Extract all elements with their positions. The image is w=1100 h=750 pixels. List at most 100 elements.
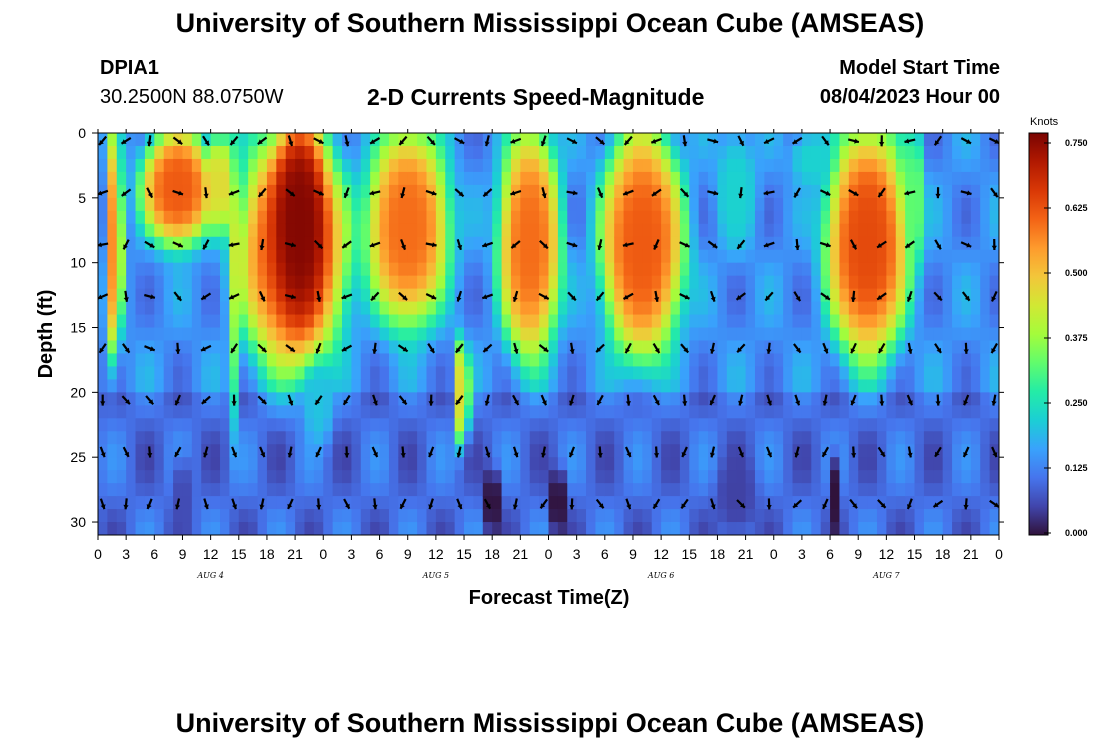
current-arrow: [934, 239, 942, 250]
heat-cell: [576, 405, 587, 419]
heat-cell: [238, 457, 249, 471]
heat-cell: [914, 470, 925, 484]
heat-cell: [163, 249, 174, 264]
heat-cell: [886, 327, 897, 342]
heat-cell: [773, 392, 784, 406]
heat-cell: [595, 275, 606, 290]
heat-cell: [323, 470, 334, 484]
heat-cell: [360, 470, 371, 484]
heat-cell: [670, 184, 681, 199]
heat-cell: [923, 133, 934, 147]
heat-cell: [876, 431, 887, 445]
heat-cell: [679, 379, 690, 393]
heat-cell: [426, 522, 437, 535]
heat-cell: [276, 133, 287, 147]
heat-cell: [379, 223, 390, 238]
heat-cell: [342, 223, 353, 238]
heat-cell: [304, 353, 315, 368]
heat-cell: [698, 249, 709, 264]
heat-cell: [248, 418, 259, 432]
heat-cell: [698, 236, 709, 251]
heat-cell: [670, 418, 681, 432]
heat-cell: [342, 145, 353, 160]
heat-cell: [886, 483, 897, 497]
heat-cell: [313, 262, 324, 277]
current-arrow: [313, 239, 324, 250]
heat-cell: [792, 379, 803, 393]
heat-cell: [858, 392, 869, 406]
heat-cell: [454, 327, 465, 342]
heat-cell: [604, 509, 615, 523]
heat-cell: [266, 444, 277, 458]
heat-cell: [970, 249, 981, 264]
heat-cell: [98, 145, 108, 160]
heat-cell: [501, 405, 512, 419]
heat-cell: [604, 444, 615, 458]
heat-cell: [248, 158, 259, 173]
heat-cell: [914, 483, 925, 497]
heat-cell: [754, 171, 765, 186]
heat-cell: [398, 379, 409, 393]
heat-cell: [548, 353, 559, 368]
heat-cell: [163, 133, 174, 147]
heat-cell: [417, 379, 428, 393]
heat-cell: [595, 405, 606, 419]
heat-cell: [952, 223, 963, 238]
heat-cell: [417, 418, 428, 432]
current-arrow: [596, 187, 604, 199]
heat-cell: [313, 405, 324, 419]
current-arrow: [231, 498, 237, 510]
heat-cell: [407, 392, 418, 406]
heat-cell: [642, 418, 653, 432]
heat-cell: [144, 301, 155, 316]
current-arrow: [259, 238, 265, 251]
heat-cell: [276, 145, 287, 160]
current-arrow: [710, 498, 716, 510]
heat-cell: [464, 366, 475, 380]
heat-cell: [304, 262, 315, 277]
heat-cell: [360, 288, 371, 303]
heat-cell: [510, 197, 521, 212]
heat-cell: [595, 197, 606, 212]
heat-cell: [557, 405, 568, 419]
x-tick-label: 18: [484, 546, 500, 562]
heat-cell: [820, 223, 831, 238]
heat-cell: [933, 470, 944, 484]
heat-cell: [604, 171, 615, 186]
heat-cell: [933, 158, 944, 173]
heat-cell: [285, 483, 296, 497]
heat-cell: [726, 197, 737, 212]
heat-cell: [867, 171, 878, 186]
current-arrow: [229, 135, 239, 146]
heat-cell: [848, 418, 859, 432]
heat-cell: [698, 366, 709, 380]
heat-cell: [548, 483, 559, 497]
heat-cell: [642, 353, 653, 368]
heat-cell: [989, 366, 999, 380]
heat-cell: [417, 301, 428, 316]
heat-cell: [388, 353, 399, 368]
heat-cell: [201, 314, 212, 329]
heat-cell: [801, 236, 812, 251]
heat-cell: [116, 184, 127, 199]
heat-cell: [520, 197, 531, 212]
heat-cell: [548, 184, 559, 199]
heat-cell: [154, 197, 165, 212]
heat-cell: [698, 483, 709, 497]
heat-cell: [661, 405, 672, 419]
heat-cell: [435, 249, 446, 264]
heat-cell: [492, 327, 503, 342]
heat-cell: [557, 392, 568, 406]
heat-cell: [163, 509, 174, 523]
heat-cell: [980, 223, 991, 238]
heat-cell: [201, 327, 212, 342]
heat-cell: [754, 314, 765, 329]
heat-cell: [726, 249, 737, 264]
heat-cell: [220, 288, 230, 303]
current-arrow: [960, 190, 972, 196]
current-arrow: [284, 242, 296, 248]
heat-cell: [342, 470, 353, 484]
heat-cell: [895, 184, 906, 199]
heat-cell: [567, 223, 578, 238]
heat-cell: [783, 457, 794, 471]
